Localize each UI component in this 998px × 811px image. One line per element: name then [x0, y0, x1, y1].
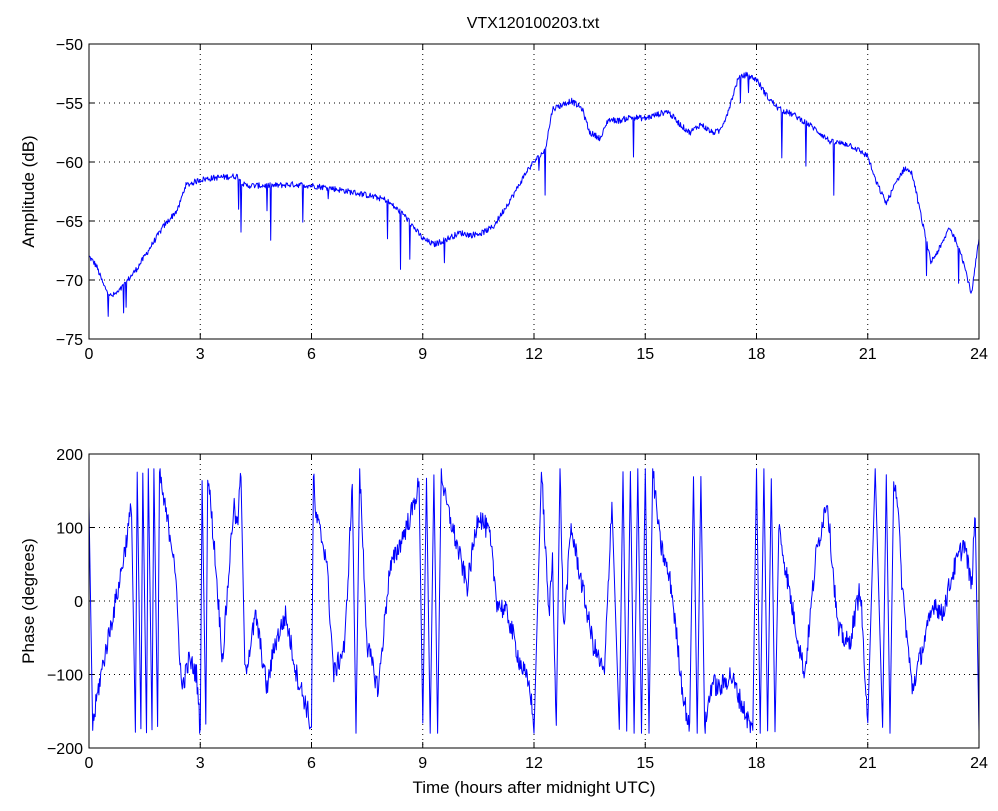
amplitude-axes-frame	[88, 43, 980, 340]
amplitude-x-tick-label: 21	[859, 346, 877, 363]
phase-x-axis-label: Time (hours after midnight UTC)	[412, 778, 655, 797]
amplitude-x-tick-label: 24	[970, 346, 988, 363]
phase-x-tick-label: 12	[525, 755, 543, 772]
phase-y-axis-label: Phase (degrees)	[19, 538, 38, 664]
amplitude-y-tick-label: −55	[56, 96, 83, 113]
amplitude-series-line	[88, 71, 980, 317]
amplitude-x-tick-label: 9	[418, 346, 427, 363]
amplitude-x-tick-label: 0	[85, 346, 94, 363]
amplitude-y-tick-label: −65	[56, 214, 83, 231]
phase-y-tick-label: 100	[56, 521, 83, 538]
phase-x-tick-label: 3	[196, 755, 205, 772]
phase-y-tick-label: −100	[47, 668, 83, 685]
phase-x-tick-label: 21	[859, 755, 877, 772]
phase-x-tick-label: 6	[307, 755, 316, 772]
phase-axes-frame	[88, 453, 980, 749]
phase-y-tick-label: 0	[74, 594, 83, 611]
amplitude-y-tick-label: −75	[56, 332, 83, 349]
phase-x-tick-label: 9	[418, 755, 427, 772]
amplitude-panel: 0 3 6 9 12 15 18 21 24 −75 −70 −65 −60 −55 −50 Amplitud…	[19, 37, 988, 363]
amplitude-y-tick-label: −60	[56, 155, 83, 172]
amplitude-x-tick-label: 3	[196, 346, 205, 363]
phase-x-tick-label: 15	[636, 755, 654, 772]
amplitude-x-tick-label: 18	[748, 346, 766, 363]
phase-panel: 0 3 6 9 12 15 18 21 24 −200 −100 0 100 200 Phase (degr…	[19, 447, 988, 797]
amplitude-y-tick-label: −70	[56, 273, 83, 290]
amplitude-x-tick-label: 15	[636, 346, 654, 363]
chart-title: VTX120100203.txt	[467, 15, 600, 32]
amplitude-y-tick-label: −50	[56, 37, 83, 54]
phase-y-tick-label: 200	[56, 447, 83, 464]
amplitude-y-axis-label: Amplitude (dB)	[19, 135, 38, 247]
phase-x-tick-label: 24	[970, 755, 988, 772]
phase-x-tick-label: 0	[85, 755, 94, 772]
phase-series-line	[88, 468, 980, 734]
phase-x-tick-label: 18	[748, 755, 766, 772]
amplitude-x-tick-label: 6	[307, 346, 316, 363]
amplitude-x-tick-label: 12	[525, 346, 543, 363]
phase-y-tick-label: −200	[47, 741, 83, 758]
